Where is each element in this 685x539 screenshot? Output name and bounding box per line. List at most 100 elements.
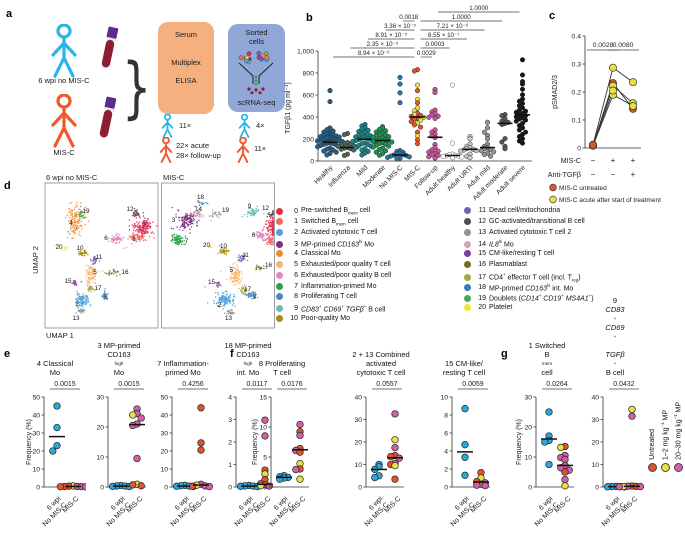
- cluster-number-label: 13: [72, 315, 80, 322]
- cluster-number-label: 13: [225, 315, 233, 322]
- scrna-seq-funnel-icon: [238, 51, 274, 94]
- umap-cluster-13: [223, 309, 236, 316]
- cluster-legend-row: 4 Classical Mo: [276, 250, 341, 258]
- cluster-color-dot: [276, 293, 283, 301]
- beeswarm-category: [370, 124, 395, 158]
- cluster-legend-row: 7 Inflammation-primed Mo: [276, 282, 376, 290]
- cluster-number: 20: [478, 304, 486, 312]
- y-tick-label: 30: [591, 417, 599, 424]
- umap-cluster-11: [89, 255, 101, 266]
- cluster-number: 10: [290, 315, 298, 322]
- cluster-label: IL8hi Mo: [489, 239, 514, 249]
- umap-cluster-19: [208, 209, 222, 222]
- condition-row-label: Anti-TGFβ: [548, 170, 581, 179]
- treatment-legend-dot: [647, 463, 657, 472]
- umap-cluster-20: [208, 245, 212, 249]
- y-tick-label: 0.1: [572, 117, 582, 124]
- y-tick-label: 40: [591, 394, 599, 401]
- cluster-color-dot: [276, 261, 283, 268]
- umap-cluster-17: [238, 284, 248, 296]
- y-tick-label: 30: [524, 394, 532, 401]
- person-icon-no-misc: [51, 24, 77, 78]
- y-axis-label: TGFβ1 (pg ml⁻¹): [285, 82, 292, 134]
- y-tick-label: 200: [303, 136, 315, 143]
- y-tick-label: 0: [444, 484, 448, 491]
- cluster-number-label: 19: [82, 208, 90, 215]
- cluster-number: 6: [294, 271, 298, 279]
- umap-cluster-0: [261, 216, 274, 246]
- beeswarm-category: [513, 57, 530, 146]
- umap-y-axis-label: UMAP 2: [31, 246, 40, 274]
- person-icon-small: [238, 114, 251, 138]
- cluster-label: Plasmablast: [489, 261, 528, 268]
- scrna-seq-caption: scRNA-seq: [237, 98, 276, 107]
- subplot-title: 8 Proliferating T cell: [258, 359, 306, 377]
- cluster-legend-row: 11 Dead cell/mitochondria: [464, 207, 560, 214]
- cluster-legend-row: 18 MP-primed CD163hi int. Mo: [464, 283, 573, 292]
- cluster-number-label: 7: [185, 238, 189, 245]
- cluster-legend-row: 20 Platelet: [464, 304, 512, 312]
- cluster-number-label: 18: [197, 194, 205, 201]
- treatment-legend-dot: [660, 463, 670, 472]
- cluster-color-dot: [276, 228, 283, 236]
- serum-box-line: Serum: [174, 30, 198, 39]
- umap-cluster-20: [60, 246, 69, 252]
- pvalue-label: 0.4256: [182, 381, 204, 388]
- y-tick-label: 1,000: [297, 48, 314, 55]
- y-tick-label: 10: [259, 424, 267, 431]
- y-axis-label: Frequency (%): [26, 419, 33, 465]
- umap-cluster-5: [84, 259, 104, 287]
- serum-count: 22× acute: [176, 141, 210, 150]
- pvalue-label: 7.21 × 10⁻⁶: [437, 23, 469, 30]
- y-tick-label: 10: [32, 466, 40, 473]
- cluster-number-label: 5: [93, 269, 97, 276]
- y-tick-label: 0: [358, 484, 362, 491]
- beeswarm-category: [385, 74, 412, 162]
- y-tick-label: 0: [36, 484, 40, 491]
- y-tick-label: 50: [32, 394, 40, 401]
- y-tick-label: 15: [259, 394, 267, 401]
- group-points: [56, 482, 86, 491]
- y-tick-label: 30: [354, 417, 362, 424]
- subplot-title: 7 Inflammation-primed Mo: [157, 359, 209, 377]
- pvalue-label: 0.0029: [417, 50, 436, 57]
- group-points: [188, 404, 214, 491]
- beeswarm-category: [408, 67, 427, 147]
- panel-c-chart: 0 0.1 0.2 0.3 0.4 pSMAD2/3 0.0028 0.0080 MIS-C − +…: [548, 33, 661, 204]
- umap-cluster-11: [237, 254, 249, 263]
- cluster-number: 11: [478, 207, 486, 214]
- cluster-number-label: 11: [96, 254, 103, 261]
- condition-row-label: MIS-C: [561, 156, 581, 165]
- umap-cluster-2: [75, 290, 92, 310]
- cluster-number-label: 10: [76, 245, 84, 252]
- cluster-number-label: 0: [144, 220, 148, 227]
- group-points: [129, 405, 145, 490]
- group-points: [615, 405, 645, 491]
- cluster-label: Proliferating T cell: [301, 293, 357, 301]
- umap-cluster-17: [87, 284, 95, 293]
- panel-g-label: g: [501, 348, 508, 360]
- cluster-number-label: 6: [104, 235, 108, 242]
- person-icon-misc: [51, 94, 77, 148]
- cluster-number: 8: [294, 293, 298, 301]
- pvalue-label: 0.0059: [462, 381, 484, 388]
- person-icon-small: [236, 137, 250, 163]
- treatment-legend-item: 1–2 mg kg−1 MP: [659, 368, 671, 472]
- cluster-color-dot: [276, 282, 283, 290]
- pvalue-label: 0.0557: [376, 381, 398, 388]
- y-tick-label: 0: [577, 145, 581, 152]
- cluster-number-label: 11: [242, 252, 249, 259]
- subplot-f1: 8 Proliferating T cell 0.0176 0 5 10 15 Frequen…: [250, 345, 314, 539]
- pvalue-label: 0.0018: [399, 14, 418, 21]
- cluster-legend-row: 1 Switched Bmem cell: [276, 218, 358, 226]
- treatment-legend-dot: [673, 463, 683, 472]
- serum-box-line: Multiplex: [171, 58, 201, 67]
- umap-cluster-2: [204, 286, 245, 310]
- y-tick-label: 0: [528, 484, 532, 491]
- subplot-f2: 2 + 13 Combined activated cytotoxic T cell…: [338, 345, 424, 539]
